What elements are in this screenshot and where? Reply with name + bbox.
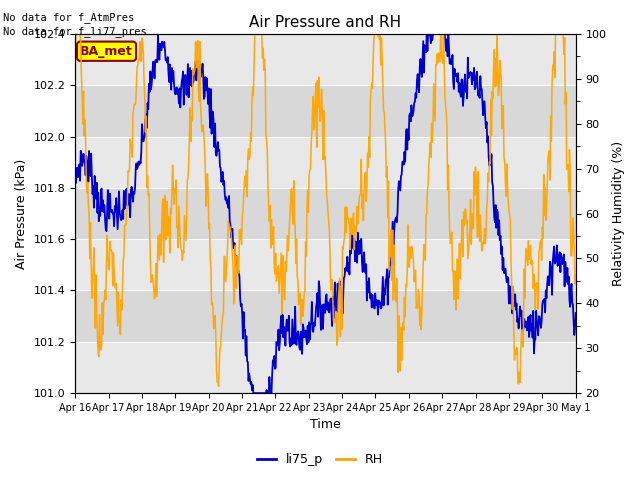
Bar <box>75 34 576 85</box>
Bar <box>75 342 576 393</box>
Y-axis label: Air Pressure (kPa): Air Pressure (kPa) <box>15 158 28 269</box>
Bar <box>75 137 576 188</box>
Text: No data for f_AtmPres: No data for f_AtmPres <box>3 12 134 23</box>
Y-axis label: Relativity Humidity (%): Relativity Humidity (%) <box>612 141 625 286</box>
X-axis label: Time: Time <box>310 419 341 432</box>
Bar <box>75 239 576 290</box>
Legend: li75_p, RH: li75_p, RH <box>252 448 388 471</box>
Title: Air Pressure and RH: Air Pressure and RH <box>250 15 401 30</box>
Text: BA_met: BA_met <box>80 45 133 58</box>
Text: No data for f_li77_pres: No data for f_li77_pres <box>3 26 147 37</box>
